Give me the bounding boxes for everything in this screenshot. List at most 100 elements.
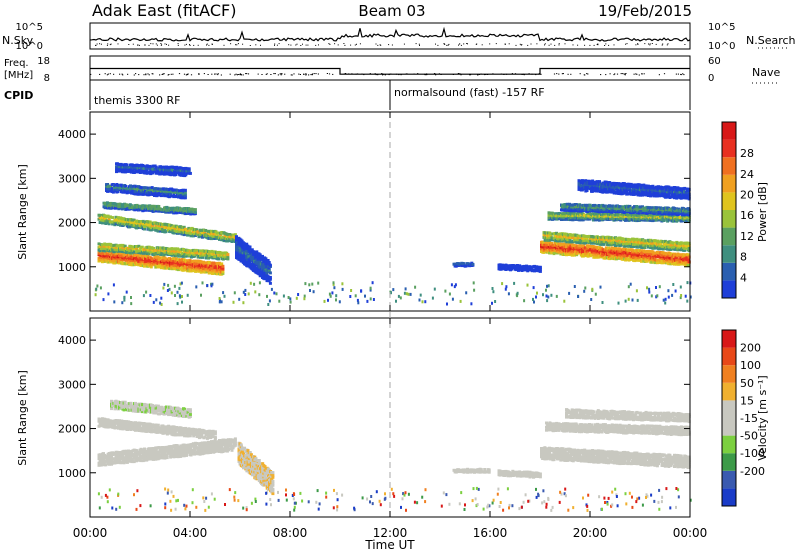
data-cell [593,216,597,220]
nave-dot [315,73,317,75]
noise-search-dot [520,44,522,46]
nave-dot [167,74,169,76]
data-cell [240,239,244,243]
data-cell [659,242,663,246]
noise-search-dot [515,44,517,46]
data-cell [154,189,158,193]
data-cell [145,186,148,190]
data-cell [150,257,154,261]
data-cell [221,270,225,274]
data-cell [554,212,558,216]
nave-dot [207,74,209,75]
data-cell [157,261,161,265]
noise-search-dot [572,44,574,46]
data-cell [187,226,191,230]
noise-panel: 10^5 10^0 10^5 10^0 N.Sky N.Search [2,22,796,52]
data-cell [553,236,557,240]
data-cell [499,267,503,271]
noise-search-dot [337,44,339,46]
data-cell [155,169,159,173]
data-cell [125,222,129,226]
noise-search-dot [597,43,599,45]
noise-search-dot [550,43,552,45]
data-cell [653,239,657,243]
data-cell [657,255,660,259]
data-cell [139,220,143,223]
nave-dot [109,73,111,75]
data-cell [558,212,562,216]
data-cell [248,260,252,264]
data-cell [461,264,465,267]
noise-search-dot [260,44,261,46]
noise-search-dot [193,44,195,46]
noise-search-dot [318,44,319,46]
data-cell [583,237,587,240]
noise-search-dot [359,43,361,45]
nave-dot [211,73,213,75]
data-cell [662,244,666,248]
data-cell [139,204,142,208]
data-cell [617,189,621,193]
noise-search-dot [637,43,639,45]
data-cell [585,252,589,255]
data-cell [553,242,557,245]
data-cell [183,193,187,197]
nave-dot [480,73,482,75]
data-cell [648,242,651,246]
nave-dot [511,73,513,75]
data-cell [668,245,672,249]
nave-dot [675,73,677,75]
noise-search-dot [391,44,393,46]
noise-search-dot [100,43,102,45]
data-cell [638,243,642,247]
nave-dot [556,73,558,75]
nave-dot [500,73,503,75]
data-cell [595,184,599,188]
data-cell [256,260,260,264]
data-cell [210,237,213,241]
noise-search-dot [150,43,152,45]
nave-dot [623,73,625,75]
data-cell [186,231,190,235]
noise-search-dot [185,43,187,45]
noise-search-dot [249,45,251,46]
noise-search-dot [95,44,97,46]
nave-dot [240,74,242,76]
noise-search-dot [626,43,628,45]
data-cell [666,219,670,223]
noise-search-dot [300,45,302,46]
data-cell [687,249,691,253]
nave-dot [583,74,585,76]
data-cell [670,257,674,261]
nave-dot [133,74,135,76]
data-cell [125,205,129,209]
noise-search-dot [166,43,167,45]
nave-dot [377,74,379,76]
data-cell [114,215,118,219]
data-cell [642,210,646,214]
data-cell [137,244,141,248]
data-cell [124,185,128,188]
data-cell [575,240,579,244]
data-cell [244,245,247,248]
cpid-strip: CPID themis 3300 RF normalsound (fast) -… [4,80,691,110]
data-cell [621,208,625,212]
data-cell [268,277,272,281]
nave-dot [135,73,137,75]
nave-dot [163,73,165,75]
data-cell [153,205,157,209]
nave-dot [247,73,250,75]
data-cell [637,190,641,194]
data-cell [592,245,596,249]
site-title: Adak East (fitACF) [92,1,236,20]
data-cell [170,250,174,254]
nave-dot [384,74,386,76]
data-cell [175,189,179,193]
nave-dot [348,73,350,75]
data-cell [633,192,637,196]
data-cell [142,187,146,191]
data-cell [189,252,193,256]
nave-dot [505,73,508,75]
data-cell [642,217,646,221]
data-cell [164,230,168,234]
